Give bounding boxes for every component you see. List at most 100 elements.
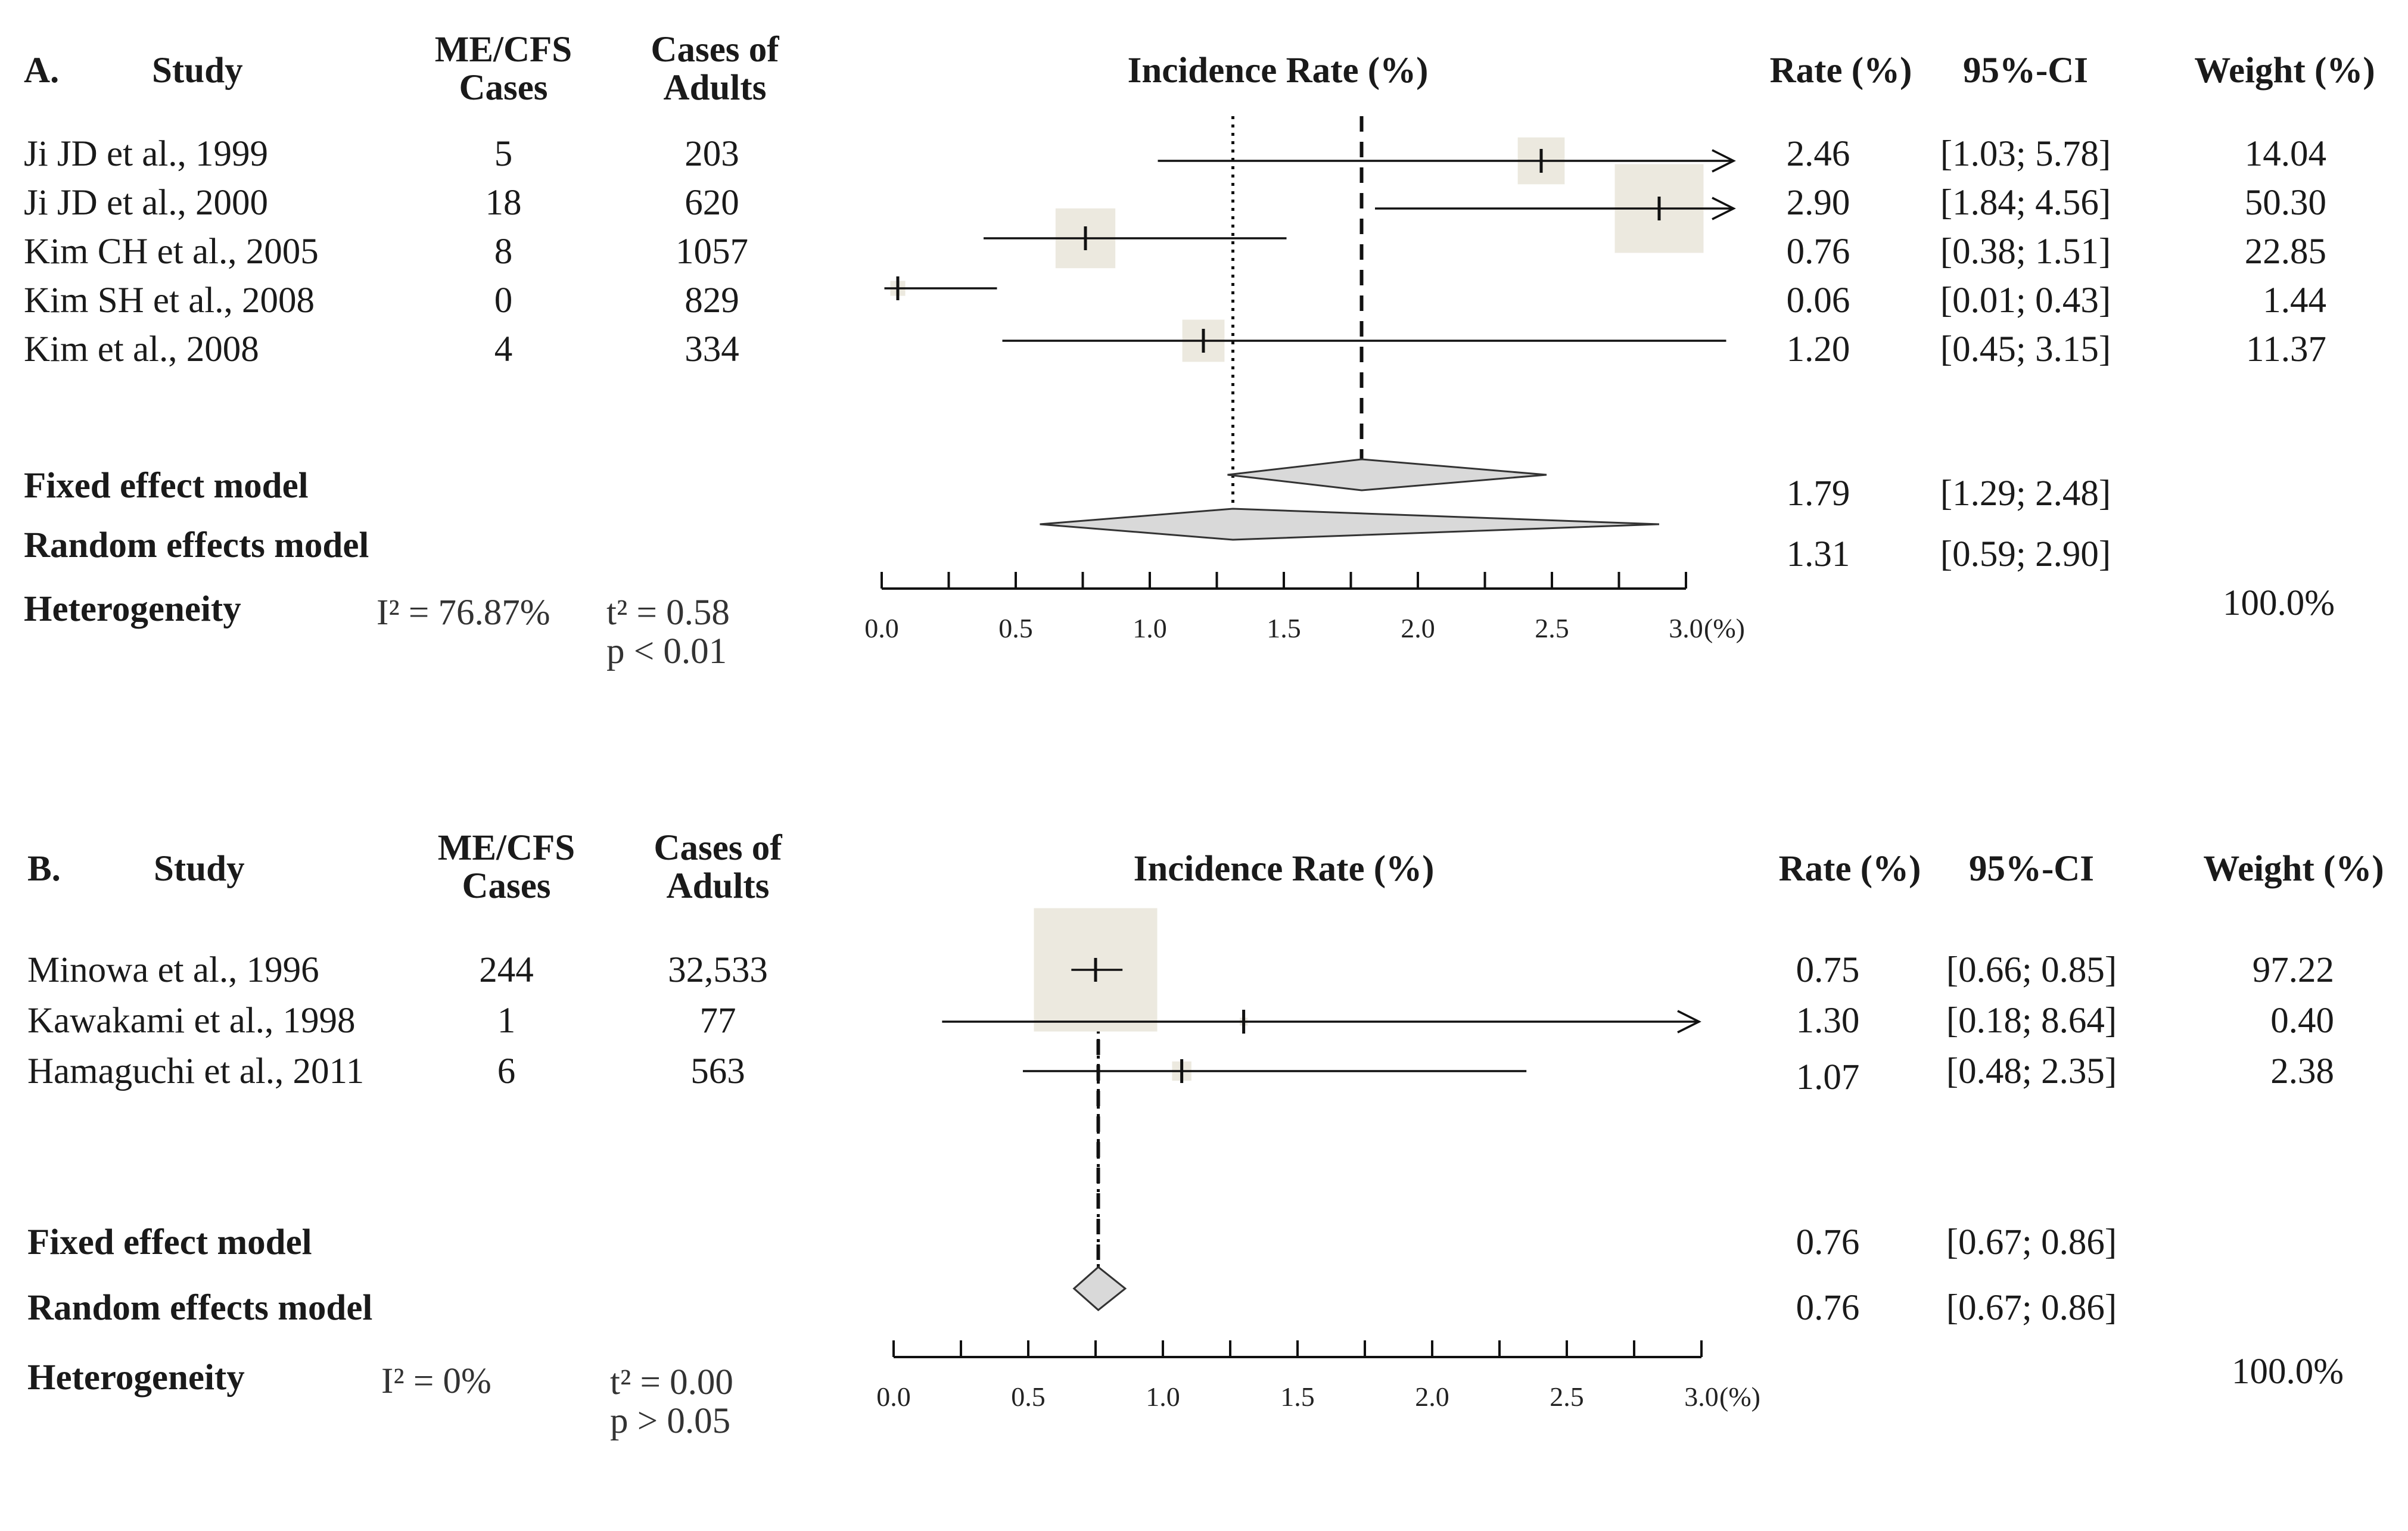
plot-title: Incidence Rate (%): [1127, 51, 1429, 91]
study-cases: 18: [485, 183, 522, 223]
tick-label: 0.5: [1011, 1381, 1046, 1412]
study-name: Kawakami et al., 1998: [27, 1001, 356, 1041]
study-ci: [0.66; 0.85]: [1946, 950, 2117, 990]
heterogeneity-tau2: t² = 0.58: [606, 593, 730, 633]
tick-label: 2.0: [1415, 1381, 1449, 1412]
study-cases: 0: [494, 281, 513, 320]
plot-title: Incidence Rate (%): [1133, 849, 1435, 889]
panel-label: B.: [27, 849, 61, 889]
study-rate: 1.30: [1796, 1001, 1860, 1041]
tick-label: 0.5: [998, 613, 1033, 643]
rate-header: Rate (%): [1769, 51, 1912, 91]
study-cases: 244: [479, 950, 534, 990]
study-adults: 32,533: [668, 950, 768, 990]
adults-header: Cases of Adults: [651, 30, 779, 108]
study-weight: 97.22: [2252, 950, 2334, 990]
study-header: Study: [152, 51, 243, 91]
forest-plot-b: B. Study ME/CFS Cases Cases of Adults In…: [0, 798, 2408, 1531]
cases-header: ME/CFS Cases: [434, 30, 573, 108]
tick-label: 0.0: [864, 613, 899, 643]
forest-plot-area: 0.0 0.5 1.0 1.5 2.0 2.5 3.0 (%): [864, 116, 1745, 643]
heterogeneity-label: Heterogeneity: [24, 589, 241, 629]
random-effects-label: Random effects model: [24, 525, 369, 565]
fixed-effect-diamond: [1227, 458, 1547, 491]
fixed-effect-ci: [0.67; 0.86]: [1946, 1222, 2117, 1262]
study-rate: 1.20: [1786, 329, 1850, 369]
tick-label: 2.0: [1401, 613, 1435, 643]
study-weight: 50.30: [2244, 183, 2326, 223]
rate-header: Rate (%): [1778, 849, 1921, 889]
heterogeneity-tau2: t² = 0.00: [610, 1362, 733, 1402]
cases-header: ME/CFS Cases: [437, 828, 575, 906]
tick-label: 3.0: [1669, 613, 1703, 643]
axis-unit-label: (%): [1704, 613, 1745, 643]
total-weight: 100.0%: [2231, 1352, 2344, 1392]
study-rate: 2.46: [1786, 134, 1850, 174]
axis-unit-label: (%): [1719, 1381, 1760, 1412]
study-cases: 8: [494, 232, 513, 272]
study-adults: 829: [685, 281, 739, 320]
study-weight: 11.37: [2246, 329, 2326, 369]
panel-label: A.: [24, 51, 60, 91]
ci-overflow-arrow: [1712, 197, 1736, 220]
study-weight: 22.85: [2244, 232, 2326, 272]
heterogeneity-p: p < 0.01: [606, 631, 727, 671]
fixed-effect-label: Fixed effect model: [24, 466, 309, 506]
study-cases: 4: [494, 329, 513, 369]
study-ci: [0.01; 0.43]: [1940, 281, 2111, 320]
tick-label: 1.0: [1133, 613, 1167, 643]
study-rate: 0.75: [1796, 950, 1860, 990]
tick-label: 1.0: [1146, 1381, 1180, 1412]
study-name: Kim et al., 2008: [24, 329, 259, 369]
ci-overflow-arrow: [1677, 1010, 1701, 1034]
tick-label: 1.5: [1267, 613, 1301, 643]
study-name: Ji JD et al., 1999: [24, 134, 269, 174]
fixed-effect-rate: 0.76: [1796, 1222, 1860, 1262]
random-effects-rate: 1.31: [1786, 534, 1850, 574]
study-rate: 0.76: [1786, 232, 1850, 272]
heterogeneity-i2: I² = 0%: [381, 1361, 491, 1401]
ci-overflow-arrow: [1712, 149, 1736, 173]
study-weight: 0.40: [2270, 1001, 2334, 1041]
ci-header: 95%-CI: [1968, 849, 2095, 889]
ci-header: 95%-CI: [1962, 51, 2089, 91]
fixed-effect-ci: [1.29; 2.48]: [1940, 474, 2111, 514]
fixed-effect-label: Fixed effect model: [27, 1222, 312, 1262]
study-ci: [1.03; 5.78]: [1940, 134, 2111, 174]
study-adults: 620: [685, 183, 739, 223]
weight-header: Weight (%): [2203, 849, 2384, 889]
study-ci: [0.38; 1.51]: [1940, 232, 2111, 272]
total-weight: 100.0%: [2222, 583, 2335, 623]
study-rate: 1.07: [1796, 1057, 1860, 1097]
study-cases: 6: [497, 1051, 516, 1091]
fixed-effect-rate: 1.79: [1786, 474, 1850, 514]
adults-header: Cases of Adults: [654, 828, 782, 906]
forest-plot-a: A. Study ME/CFS Cases Cases of Adults In…: [0, 0, 2408, 733]
study-adults: 77: [699, 1001, 736, 1041]
study-weight: 1.44: [2263, 281, 2326, 320]
study-header: Study: [154, 849, 245, 889]
random-effects-ci: [0.67; 0.86]: [1946, 1288, 2117, 1328]
tick-label: 1.5: [1280, 1381, 1315, 1412]
heterogeneity-i2: I² = 76.87%: [377, 593, 550, 633]
study-ci: [0.48; 2.35]: [1946, 1051, 2117, 1091]
study-weight: 2.38: [2270, 1051, 2334, 1091]
random-effects-diamond: [1072, 1266, 1127, 1311]
random-effects-ci: [0.59; 2.90]: [1940, 534, 2111, 574]
weight-header: Weight (%): [2194, 51, 2375, 91]
tick-label: 3.0: [1684, 1381, 1719, 1412]
study-name: Kim SH et al., 2008: [24, 281, 315, 320]
study-weight: 14.04: [2244, 134, 2326, 174]
tick-label: 0.0: [876, 1381, 911, 1412]
study-rate: 0.06: [1786, 281, 1850, 320]
study-adults: 563: [690, 1051, 745, 1091]
random-effects-diamond: [1040, 508, 1660, 541]
study-cases: 1: [497, 1001, 516, 1041]
study-name: Minowa et al., 1996: [27, 950, 319, 990]
study-name: Ji JD et al., 2000: [24, 183, 269, 223]
tick-label: 2.5: [1535, 613, 1569, 643]
heterogeneity-label: Heterogeneity: [27, 1358, 245, 1398]
study-ci: [0.45; 3.15]: [1940, 329, 2111, 369]
forest-plot-area: 0.0 0.5 1.0 1.5 2.0 2.5 3.0 (%): [876, 908, 1760, 1412]
study-ci: [0.18; 8.64]: [1946, 1001, 2117, 1041]
